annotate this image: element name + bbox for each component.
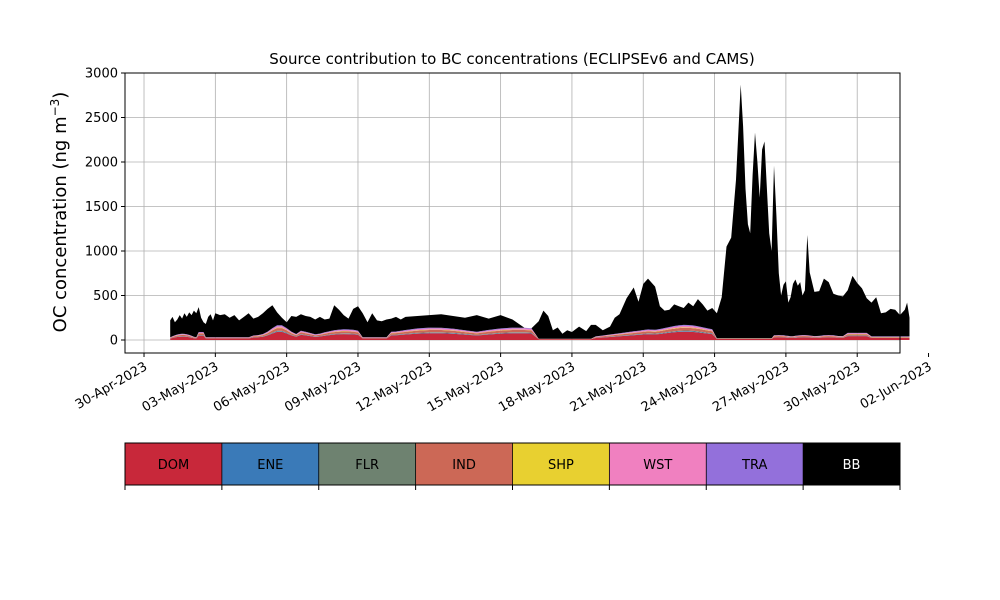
x-tick-label-3: 09-May-2023	[282, 359, 364, 415]
x-tick-label-6: 18-May-2023	[496, 359, 578, 415]
legend-label-ene: ENE	[257, 458, 283, 473]
legend-swatch-bb	[803, 443, 900, 485]
y-tick-label-5: 2500	[85, 111, 118, 126]
y-tick-label-6: 3000	[85, 67, 118, 82]
x-tick-label-5: 15-May-2023	[425, 359, 507, 415]
plot-area: 0 500 1000 1500 2000 2500 3000 30-Apr-202303-Ma…	[73, 67, 935, 416]
y-axis-label-superscript: −3	[48, 99, 62, 117]
y-axis-label: OC concentration (ng m−3)	[48, 92, 71, 333]
y-axis-label-text: OC concentration (ng m	[50, 116, 71, 332]
legend-swatch-ene	[221, 443, 319, 485]
legend-swatch-ind	[415, 443, 513, 485]
legend-label-tra: TRA	[741, 458, 767, 473]
area-ene	[170, 331, 910, 340]
legend-swatch-dom	[125, 443, 222, 485]
legend-swatch-shp	[512, 443, 610, 485]
legend-swatch-tra	[706, 443, 804, 485]
legend-swatch-wst	[609, 443, 707, 485]
area-ind	[170, 327, 910, 340]
x-tick-label-8: 24-May-2023	[639, 359, 721, 415]
legend-label-ind: IND	[452, 458, 476, 473]
area-dom	[170, 331, 910, 340]
x-tick-label-11: 02-Jun-2023	[858, 359, 935, 412]
area-bb	[170, 84, 910, 339]
area-tra	[170, 324, 910, 339]
legend-label-shp: SHP	[548, 458, 574, 473]
legend-swatch-flr	[318, 443, 416, 485]
y-axis-label-close: )	[50, 92, 71, 99]
area-wst	[170, 325, 910, 339]
legend: DOM ENE FLR IND SHP WST TRA BB	[124, 442, 901, 490]
chart-title: Source contribution to BC concentrations…	[269, 50, 754, 68]
area-flr	[170, 330, 910, 340]
x-tick-label-7: 21-May-2023	[568, 359, 650, 415]
legend-frame	[124, 442, 901, 486]
x-tick-label-0: 30-Apr-2023	[73, 359, 150, 412]
legend-label-wst: WST	[643, 458, 672, 473]
x-tick-label-4: 12-May-2023	[354, 359, 436, 415]
plot-frame	[124, 72, 901, 354]
x-tick-label-9: 27-May-2023	[710, 359, 792, 415]
y-tick-label-3: 1500	[85, 200, 118, 215]
x-tick-label-2: 06-May-2023	[211, 359, 293, 415]
y-tick-label-4: 2000	[85, 156, 118, 171]
legend-label-bb: BB	[843, 458, 861, 473]
y-tick-label-1: 500	[93, 289, 118, 304]
x-tick-label-1: 03-May-2023	[140, 359, 222, 415]
x-tick-label-10: 30-May-2023	[782, 359, 864, 415]
y-tick-label-2: 1000	[85, 245, 118, 260]
legend-label-flr: FLR	[355, 458, 379, 473]
y-tick-label-0: 0	[110, 334, 118, 349]
legend-label-dom: DOM	[158, 458, 189, 473]
